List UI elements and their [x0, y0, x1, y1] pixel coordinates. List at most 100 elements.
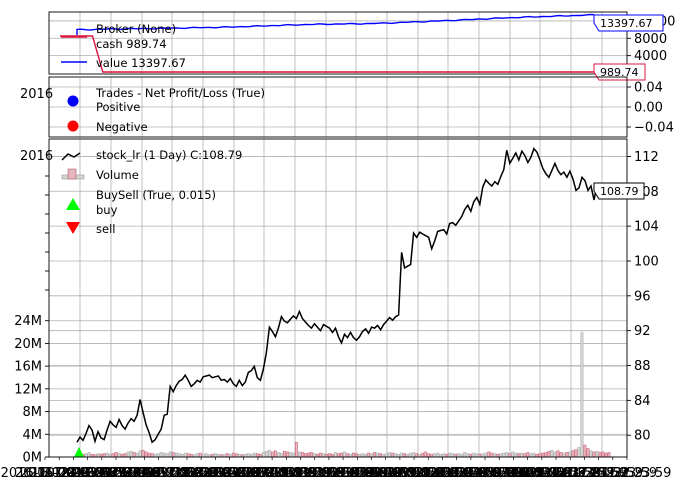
- volume-ytick-label-6: 0M: [23, 451, 43, 466]
- volume-bar: [322, 453, 325, 458]
- volume-bar: [487, 451, 491, 458]
- negative-legend-label: Negative: [96, 120, 148, 134]
- volume-bar: [550, 449, 554, 458]
- volume-bar: [141, 449, 145, 458]
- volume-bar: [373, 452, 376, 458]
- trades-legend: Trades - Net Profit/Loss (True) Positive…: [67, 86, 265, 134]
- volume-bar: [580, 332, 584, 458]
- volume-bar: [565, 452, 569, 458]
- cash-last-tag: 989.74: [593, 63, 646, 81]
- xtick-label-29: 2020-01-17 23:59: [398, 466, 515, 481]
- xtick-label-28: 2019-12-05 23:59: [384, 466, 501, 481]
- volume-ytick-label-2: 16M: [14, 360, 42, 375]
- xtick-label-36: 2020-11-05 23:59: [497, 466, 614, 481]
- price-legend-swatch: [61, 152, 81, 161]
- volume-bar: [484, 452, 488, 458]
- volume-bar: [475, 453, 479, 458]
- cash-legend-label: cash 989.74: [96, 37, 167, 51]
- volume-bar: [132, 452, 136, 458]
- volume-bar: [532, 452, 536, 458]
- volume-bar: [198, 452, 202, 458]
- volume-bar: [463, 452, 467, 458]
- volume-bar: [334, 452, 337, 458]
- volume-bar: [520, 452, 524, 458]
- buy-legend-marker: [66, 198, 80, 210]
- volume-bar: [343, 451, 346, 458]
- trades-ytick-label-0: 0.04: [634, 81, 663, 96]
- volume-bar: [607, 452, 611, 458]
- volume-ytick-label-3: 12M: [14, 382, 42, 397]
- volume-bar: [280, 452, 283, 458]
- volume-bar: [138, 450, 142, 458]
- broker-legend: Broker (None) cash 989.74 value 13397.67: [61, 22, 186, 70]
- volume-bar: [583, 444, 587, 458]
- volume-bar: [553, 451, 557, 458]
- xtick-label-18: 2018-10-11 23:59: [242, 466, 359, 481]
- volume-bar: [159, 452, 163, 458]
- broker-legend-title: Broker (None): [96, 22, 176, 36]
- volume-bar: [442, 453, 446, 458]
- price-ytick-label-6: 88: [634, 359, 651, 374]
- volume-bar: [526, 452, 530, 458]
- value-last-label: 13397.67: [600, 17, 653, 30]
- volume-bar: [586, 448, 590, 458]
- volume-bar: [424, 451, 428, 458]
- volume-bar: [84, 453, 88, 458]
- volume-bar: [451, 453, 455, 458]
- trades-panel: 0.04 0.00 −0.04 2016 Trades - Net Profit/L…: [20, 76, 674, 138]
- volume-bar: [598, 452, 602, 458]
- volume-bar: [502, 452, 506, 458]
- xtick-label-15: 2018-06-07 23:59: [199, 466, 316, 481]
- buysell-legend-title: BuySell (True, 0.015): [96, 188, 216, 202]
- xtick-label-22: 2019-03-28 23:59: [299, 466, 416, 481]
- volume-bar: [538, 453, 542, 458]
- volume-bar: [571, 450, 575, 458]
- volume-bar: [376, 452, 379, 458]
- volume-bar: [352, 452, 355, 458]
- xtick-label-37: 2020-12-17 23:59: [512, 466, 629, 481]
- xtick-label-33: 2020-07-02 23:59: [455, 466, 572, 481]
- volume-bar: [274, 450, 277, 458]
- volume-bar: [490, 452, 494, 458]
- xtick-label-26: 2019-09-12 23:59: [355, 466, 472, 481]
- sell-legend-label: sell: [96, 222, 115, 236]
- xtick-label-6: 2017-05-25 23:59: [72, 466, 189, 481]
- volume-bar: [286, 451, 289, 458]
- volume-bar: [268, 449, 271, 458]
- volume-bar: [589, 450, 593, 458]
- volume-legend-label: Volume: [96, 168, 139, 182]
- value-legend-label: value 13397.67: [96, 56, 186, 70]
- volume-bar: [595, 451, 599, 458]
- xtick-label-23: 2019-05-09 23:59: [313, 466, 430, 481]
- positive-legend-label: Positive: [96, 100, 140, 114]
- volume-bar: [246, 453, 250, 458]
- volume-bar: [264, 451, 268, 458]
- xtick-label-27: 2019-10-24 23:59: [370, 466, 487, 481]
- volume-bar: [577, 447, 581, 458]
- volume-ytick-label-0: 24M: [14, 314, 42, 329]
- xtick-label-24: 2019-06-20 23:59: [327, 466, 444, 481]
- xtick-label-38: 2021-01-28 23:59: [526, 466, 643, 481]
- volume-bar: [261, 452, 265, 458]
- volume-bar: [114, 452, 118, 458]
- xtick-label-2: 2016-12-08 23:59: [15, 466, 132, 481]
- volume-bar: [277, 452, 280, 458]
- volume-bar: [183, 452, 187, 458]
- volume-bar: [493, 453, 497, 458]
- volume-bar: [427, 453, 431, 458]
- volume-bar: [171, 452, 175, 458]
- xtick-label-35: 2020-09-24 23:59: [483, 466, 600, 481]
- xtick-label-7: 2017-07-06 23:59: [86, 466, 203, 481]
- volume-bar: [144, 451, 148, 458]
- xtick-label-20: 2019-01-03 23:59: [270, 466, 387, 481]
- volume-ytick-label-5: 4M: [23, 428, 43, 443]
- volume-bar: [436, 452, 440, 458]
- volume-bar: [499, 453, 503, 458]
- xtick-label-13: 2018-03-15 23:59: [171, 466, 288, 481]
- volume-bar: [523, 453, 527, 458]
- volume-bar: [346, 453, 349, 458]
- price-ytick-label-5: 92: [634, 324, 651, 339]
- volume-bar: [225, 453, 229, 458]
- volume-bar: [313, 453, 316, 458]
- buy-marker: [74, 447, 84, 457]
